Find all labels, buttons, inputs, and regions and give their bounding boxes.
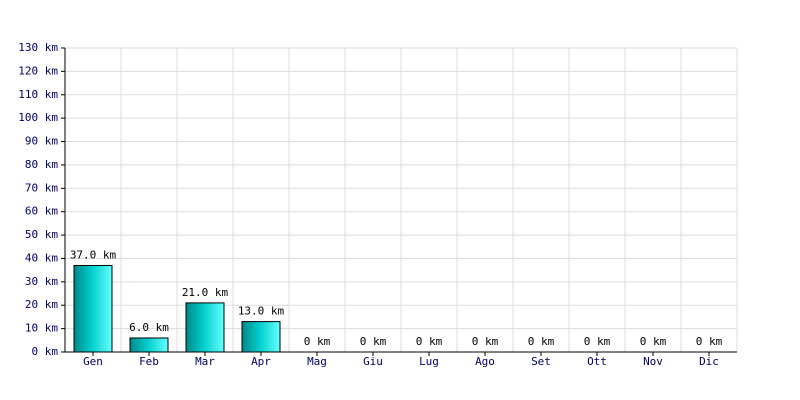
value-label: 0 km xyxy=(360,335,387,348)
y-tick-label: 120 km xyxy=(18,64,58,77)
value-label: 0 km xyxy=(584,335,611,348)
value-label: 13.0 km xyxy=(238,305,285,318)
x-tick-label: Gen xyxy=(83,355,103,368)
bar xyxy=(73,264,113,353)
y-tick-label: 80 km xyxy=(25,158,58,171)
y-tick-label: 60 km xyxy=(25,205,58,218)
y-tick-label: 10 km xyxy=(25,322,58,335)
value-label: 0 km xyxy=(640,335,667,348)
y-tick-label: 40 km xyxy=(25,251,58,264)
value-label: 0 km xyxy=(472,335,499,348)
value-label: 0 km xyxy=(304,335,331,348)
x-tick-label: Apr xyxy=(251,355,271,368)
y-tick-label: 130 km xyxy=(18,41,58,54)
x-tick-label: Set xyxy=(531,355,551,368)
value-label: 21.0 km xyxy=(182,286,229,299)
y-tick-label: 30 km xyxy=(25,275,58,288)
x-tick-label: Nov xyxy=(643,355,663,368)
value-label: 0 km xyxy=(528,335,555,348)
value-label: 0 km xyxy=(416,335,443,348)
bar xyxy=(241,321,281,353)
y-tick-label: 110 km xyxy=(18,88,58,101)
x-tick-label: Feb xyxy=(139,355,159,368)
x-tick-label: Ott xyxy=(587,355,607,368)
value-label: 37.0 km xyxy=(70,248,117,261)
bar xyxy=(129,337,169,353)
y-tick-label: 20 km xyxy=(25,298,58,311)
x-tick-label: Lug xyxy=(419,355,439,368)
value-label: 6.0 km xyxy=(129,321,169,334)
value-label: 0 km xyxy=(696,335,723,348)
y-tick-label: 90 km xyxy=(25,135,58,148)
x-tick-label: Mar xyxy=(195,355,215,368)
x-tick-label: Mag xyxy=(307,355,327,368)
x-tick-label: Ago xyxy=(475,355,495,368)
y-tick-label: 0 km xyxy=(32,345,59,358)
bar xyxy=(185,302,225,353)
y-tick-label: 70 km xyxy=(25,181,58,194)
x-tick-label: Dic xyxy=(699,355,719,368)
y-tick-label: 100 km xyxy=(18,111,58,124)
y-tick-label: 50 km xyxy=(25,228,58,241)
x-tick-label: Giu xyxy=(363,355,383,368)
